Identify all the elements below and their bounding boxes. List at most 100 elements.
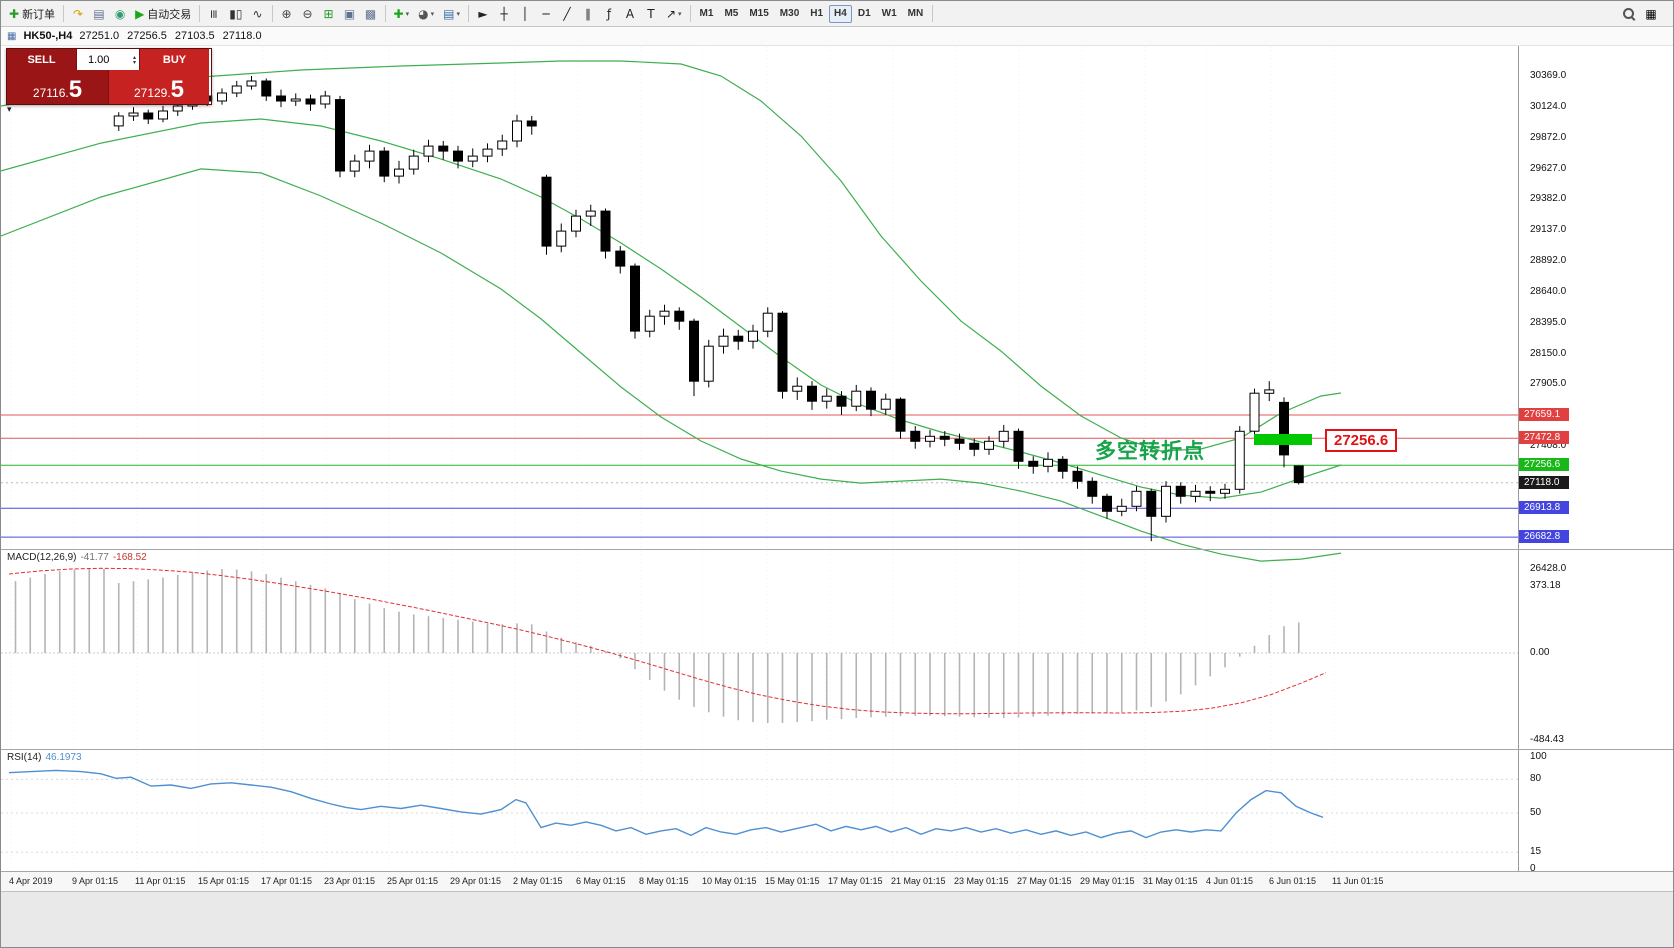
chevron-down-icon: ▾ [678, 9, 682, 18]
price-tag: 27118.0 [1519, 475, 1569, 489]
search-button[interactable] [1618, 4, 1638, 24]
rsi-axis-label: 15 [1530, 846, 1542, 858]
candle-chart-mode-button[interactable]: ▮▯ [225, 4, 246, 24]
chart-annotation-text: 多空转折点 [1095, 440, 1205, 463]
line-chart-mode-button[interactable]: ∿ [248, 4, 268, 24]
fibonacci-icon: ƒ [606, 6, 612, 21]
ohlc-readout: 27251.0 27256.5 27103.5 27118.0 [79, 30, 261, 42]
arrange-windows-button[interactable]: ▩ [361, 4, 381, 24]
templates-button[interactable]: ▤ ▾ [439, 4, 464, 24]
price-axis-label: 30124.0 [1530, 100, 1567, 112]
vertical-line-tool-button[interactable]: │ [515, 4, 535, 24]
time-axis-label: 23 Apr 01:15 [324, 876, 376, 886]
time-axis-label: 10 May 01:15 [702, 876, 757, 886]
time-axis-label: 25 Apr 01:15 [387, 876, 439, 886]
timeframe-m15[interactable]: M15 [744, 5, 773, 23]
add-indicator-icon: ✚ [393, 6, 404, 21]
timeframe-d1[interactable]: D1 [853, 5, 876, 23]
price-tag: 27659.1 [1519, 407, 1569, 421]
volume-down-button[interactable]: ▾ [132, 58, 136, 66]
high-value: 27256.5 [127, 30, 167, 42]
crosshair-tool-button[interactable]: ┼ [494, 4, 514, 24]
zoom-out-button[interactable]: ⊖ [298, 4, 318, 24]
profiles-button[interactable]: ↷ [68, 4, 88, 24]
timeframe-m5[interactable]: M5 [719, 5, 743, 23]
text-label-icon: T [647, 6, 655, 21]
timeframe-w1[interactable]: W1 [877, 5, 902, 23]
timeframe-m30[interactable]: M30 [775, 5, 804, 23]
cascade-windows-icon: ▣ [343, 6, 356, 21]
text-tool-button[interactable]: A [620, 4, 640, 24]
periods-button[interactable]: ◕ ▾ [414, 4, 438, 24]
macd-axis-label: 0.00 [1530, 647, 1550, 658]
search-icon [1622, 8, 1634, 19]
buy-button[interactable]: BUY [139, 49, 209, 70]
print-button[interactable]: ▤ [89, 4, 109, 24]
rsi-axis-label: 50 [1530, 807, 1542, 818]
news-button[interactable]: ◉ [110, 4, 130, 24]
macd-indicator-label: MACD(12,26,9) -41.77 -168.52 [7, 552, 147, 563]
rsi-indicator-label: RSI(14) 46.1973 [7, 752, 82, 763]
macd-axis-label: -484.43 [1530, 733, 1564, 745]
chevron-down-icon: ▾ [405, 9, 410, 18]
time-axis-label: 31 May 01:15 [1143, 876, 1198, 886]
cursor-icon: ► [478, 6, 488, 21]
price-axis-label: 28892.0 [1530, 254, 1567, 266]
arrow-shapes-icon: ↗ [665, 6, 677, 21]
add-indicator-button[interactable]: ✚ ▾ [390, 4, 414, 24]
text-label-tool-button[interactable]: T [641, 4, 661, 24]
price-axis-label: 28150.0 [1530, 347, 1567, 359]
volume-spinner: ▴ ▾ [132, 53, 136, 66]
timeframe-h1[interactable]: H1 [805, 5, 828, 23]
price-axis[interactable]: 30369.0 30124.0 29872.0 29627.0 29382.0 29137… [1518, 27, 1673, 874]
price-axis-label: 29137.0 [1530, 224, 1567, 236]
timeframe-h4[interactable]: H4 [829, 4, 852, 23]
time-axis-label: 2 May 01:15 [513, 876, 563, 886]
macd-panel-separator[interactable] [1, 549, 1673, 550]
symbol-label: HK50-,H4 [23, 30, 73, 42]
price-axis-label: 28395.0 [1530, 316, 1567, 328]
volume-field[interactable]: 1.00 ▴ ▾ [77, 49, 139, 70]
buy-price[interactable]: 27129. 5 [108, 70, 209, 104]
volume-up-button[interactable]: ▴ [132, 53, 136, 61]
time-axis-label: 6 Jun 01:15 [1269, 876, 1317, 886]
volume-value: 1.00 [88, 53, 110, 66]
trendline-tool-button[interactable]: ╱ [557, 4, 577, 24]
line-chart-icon: ∿ [252, 6, 263, 21]
toolbar-separator [932, 5, 934, 22]
tile-grid-icon: ⊞ [323, 6, 334, 21]
cursor-tool-button[interactable]: ► [473, 4, 493, 24]
fibonacci-tool-button[interactable]: ƒ [599, 4, 619, 24]
trendline-icon: ╱ [563, 6, 571, 21]
shapes-button[interactable]: ↗ ▾ [662, 4, 686, 24]
time-axis-label: 29 Apr 01:15 [450, 876, 502, 886]
chart-title-bar: ▦ HK50-,H4 27251.0 27256.5 27103.5 27118… [1, 27, 1673, 46]
arrange-windows-icon: ▩ [364, 6, 377, 21]
new-window-icon: ▦ [1645, 6, 1657, 21]
profiles-icon: ↷ [73, 6, 84, 21]
new-order-button[interactable]: ✚ 新订单 [5, 4, 59, 24]
timeframe-mn[interactable]: MN [903, 5, 929, 23]
trade-panel-collapse-arrow[interactable]: ▾ [7, 105, 12, 115]
low-value: 27103.5 [174, 30, 215, 42]
horizontal-line-icon: ─ [542, 6, 550, 21]
macd-axis-label: 373.18 [1530, 580, 1561, 591]
zoom-in-button[interactable]: ⊕ [277, 4, 297, 24]
time-axis[interactable]: 4 Apr 2019 9 Apr 01:15 11 Apr 01:15 15 Apr … [1, 871, 1673, 891]
macd-signal-value: -168.52 [112, 552, 147, 563]
rsi-panel-separator[interactable] [1, 749, 1673, 750]
bar-chart-mode-button[interactable]: ≡ [204, 4, 224, 24]
zoom-out-icon: ⊖ [302, 6, 313, 21]
cascade-windows-button[interactable]: ▣ [340, 4, 360, 24]
time-axis-label: 11 Apr 01:15 [135, 876, 186, 886]
auto-trading-button[interactable]: ▶ 自动交易 [131, 4, 195, 24]
timeframe-m1[interactable]: M1 [695, 5, 719, 23]
sell-button[interactable]: SELL [7, 49, 77, 70]
sell-price[interactable]: 27116. 5 [7, 70, 108, 104]
tile-windows-button[interactable]: ⊞ [319, 4, 339, 24]
channel-tool-button[interactable]: ∥ [578, 4, 598, 24]
horizontal-line-tool-button[interactable]: ─ [536, 4, 556, 24]
new-window-button[interactable]: ▦ [1641, 4, 1661, 24]
toolbar-separator [271, 5, 273, 22]
